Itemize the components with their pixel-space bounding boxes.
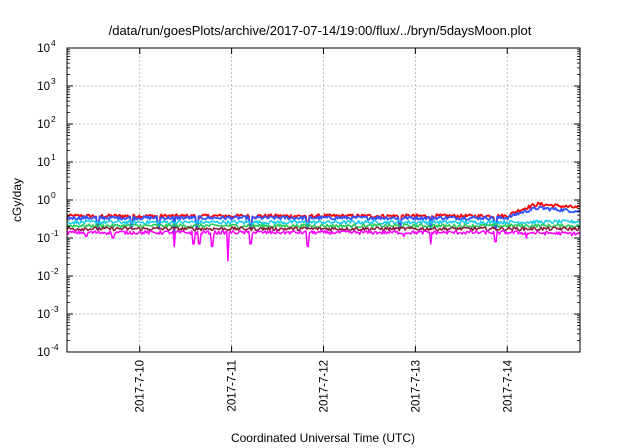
y-tick-label-base: 10 bbox=[37, 233, 50, 245]
y-tick-label-exponent: 3 bbox=[51, 76, 56, 86]
y-tick-label-exponent: 0 bbox=[51, 190, 56, 200]
y-tick-label-exponent: -1 bbox=[51, 228, 59, 238]
y-tick-label: 10 -1 bbox=[37, 228, 59, 245]
y-tick-label-exponent: -3 bbox=[51, 304, 59, 314]
y-tick-label-base: 10 bbox=[37, 43, 50, 55]
x-axis: 2017-7-10 2017-7-11 2017-7-12 2017-7-13 2017… bbox=[135, 48, 514, 412]
y-tick-label: 10 4 bbox=[37, 38, 56, 55]
x-axis-label: Coordinated Universal Time (UTC) bbox=[231, 431, 415, 445]
y-tick-label-base: 10 bbox=[37, 347, 50, 359]
y-tick-label: 10 3 bbox=[37, 76, 56, 93]
y-tick-label-exponent: 2 bbox=[51, 114, 56, 124]
x-tick-label: 2017-7-14 bbox=[502, 359, 514, 412]
y-tick-label-base: 10 bbox=[37, 271, 50, 283]
series-line bbox=[66, 226, 581, 232]
y-tick-label-exponent: 4 bbox=[51, 38, 56, 48]
series-layer bbox=[66, 201, 581, 262]
y-tick-label: 10 -3 bbox=[37, 304, 59, 321]
y-tick-label: 10 0 bbox=[37, 190, 56, 207]
y-tick-label: 10 -2 bbox=[37, 266, 59, 283]
x-tick-label: 2017-7-12 bbox=[319, 360, 331, 412]
y-tick-label-exponent: -4 bbox=[51, 342, 59, 352]
y-tick-label: 10 1 bbox=[37, 152, 56, 169]
x-tick-label: 2017-7-13 bbox=[410, 360, 422, 412]
y-tick-label: 10 2 bbox=[37, 114, 56, 131]
chart-title: /data/run/goesPlots/archive/2017-07-14/1… bbox=[109, 23, 532, 38]
grid bbox=[67, 48, 580, 352]
series-line bbox=[66, 223, 581, 229]
y-tick-label-base: 10 bbox=[37, 157, 50, 169]
y-tick-label-base: 10 bbox=[37, 309, 50, 321]
y-axis-label: cGy/day bbox=[10, 178, 24, 222]
y-tick-label-exponent: -2 bbox=[51, 266, 59, 276]
y-tick-label-exponent: 1 bbox=[51, 152, 56, 162]
y-tick-label-base: 10 bbox=[37, 119, 50, 131]
series-line bbox=[66, 219, 581, 225]
y-tick-label: 10 -4 bbox=[37, 342, 59, 359]
x-tick-label: 2017-7-11 bbox=[227, 360, 239, 412]
y-tick-label-base: 10 bbox=[37, 195, 50, 207]
series-line bbox=[66, 229, 581, 262]
y-tick-label-base: 10 bbox=[37, 81, 50, 93]
x-tick-label: 2017-7-10 bbox=[135, 360, 147, 412]
